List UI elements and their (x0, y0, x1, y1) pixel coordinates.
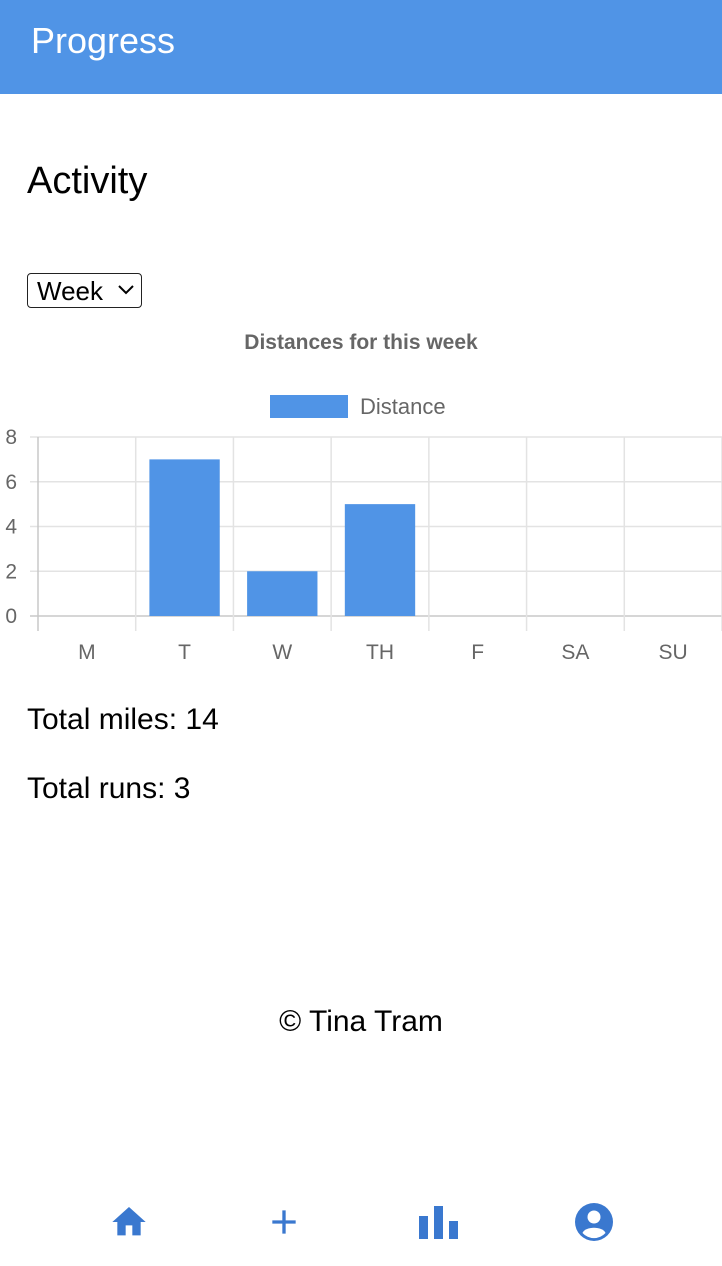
chart-bars (149, 459, 416, 616)
account-icon (575, 1203, 613, 1241)
legend-swatch (270, 395, 348, 418)
x-tick-label: TH (366, 641, 394, 664)
x-tick-label: T (178, 641, 191, 664)
page-heading: Activity (27, 160, 148, 202)
nav-home-button[interactable] (99, 1190, 159, 1254)
total-miles: Total miles: 14 (27, 703, 219, 736)
y-tick-label: 2 (5, 560, 17, 583)
total-runs: Total runs: 3 (27, 772, 191, 805)
y-tick-label: 6 (5, 471, 17, 494)
y-tick-label: 0 (5, 605, 17, 628)
distance-chart: Distances for this week Distance 0 2 4 6 8 M… (5, 331, 722, 664)
chart-bar (149, 459, 220, 616)
period-select[interactable]: Week (27, 273, 142, 308)
x-axis-ticks: M T W TH F SA SU (78, 641, 688, 664)
y-tick-label: 8 (5, 426, 17, 449)
bottom-nav (0, 1190, 722, 1254)
legend-label: Distance (360, 394, 446, 419)
header-title: Progress (31, 20, 176, 61)
chart-grid (30, 436, 722, 631)
bar-chart-icon (419, 1206, 458, 1239)
chart-title: Distances for this week (244, 331, 478, 354)
chart-bar (247, 571, 318, 616)
x-tick-label: F (471, 641, 484, 664)
period-select-value: Week (37, 276, 103, 306)
chart-bar (344, 504, 416, 616)
chart-legend: Distance (270, 394, 446, 419)
nav-profile-button[interactable] (564, 1190, 624, 1254)
y-tick-label: 4 (5, 516, 17, 539)
x-tick-label: SU (659, 641, 688, 664)
x-tick-label: W (272, 641, 292, 664)
app-header: Progress (0, 0, 722, 94)
nav-add-button[interactable] (254, 1190, 314, 1254)
home-icon (112, 1207, 146, 1236)
footer-copyright: © Tina Tram (279, 1005, 443, 1038)
x-tick-label: SA (561, 641, 589, 664)
nav-stats-button[interactable] (409, 1190, 469, 1254)
plus-icon (272, 1210, 296, 1234)
y-axis-ticks: 0 2 4 6 8 (5, 426, 17, 628)
chevron-down-icon (118, 285, 134, 295)
x-tick-label: M (78, 641, 96, 664)
